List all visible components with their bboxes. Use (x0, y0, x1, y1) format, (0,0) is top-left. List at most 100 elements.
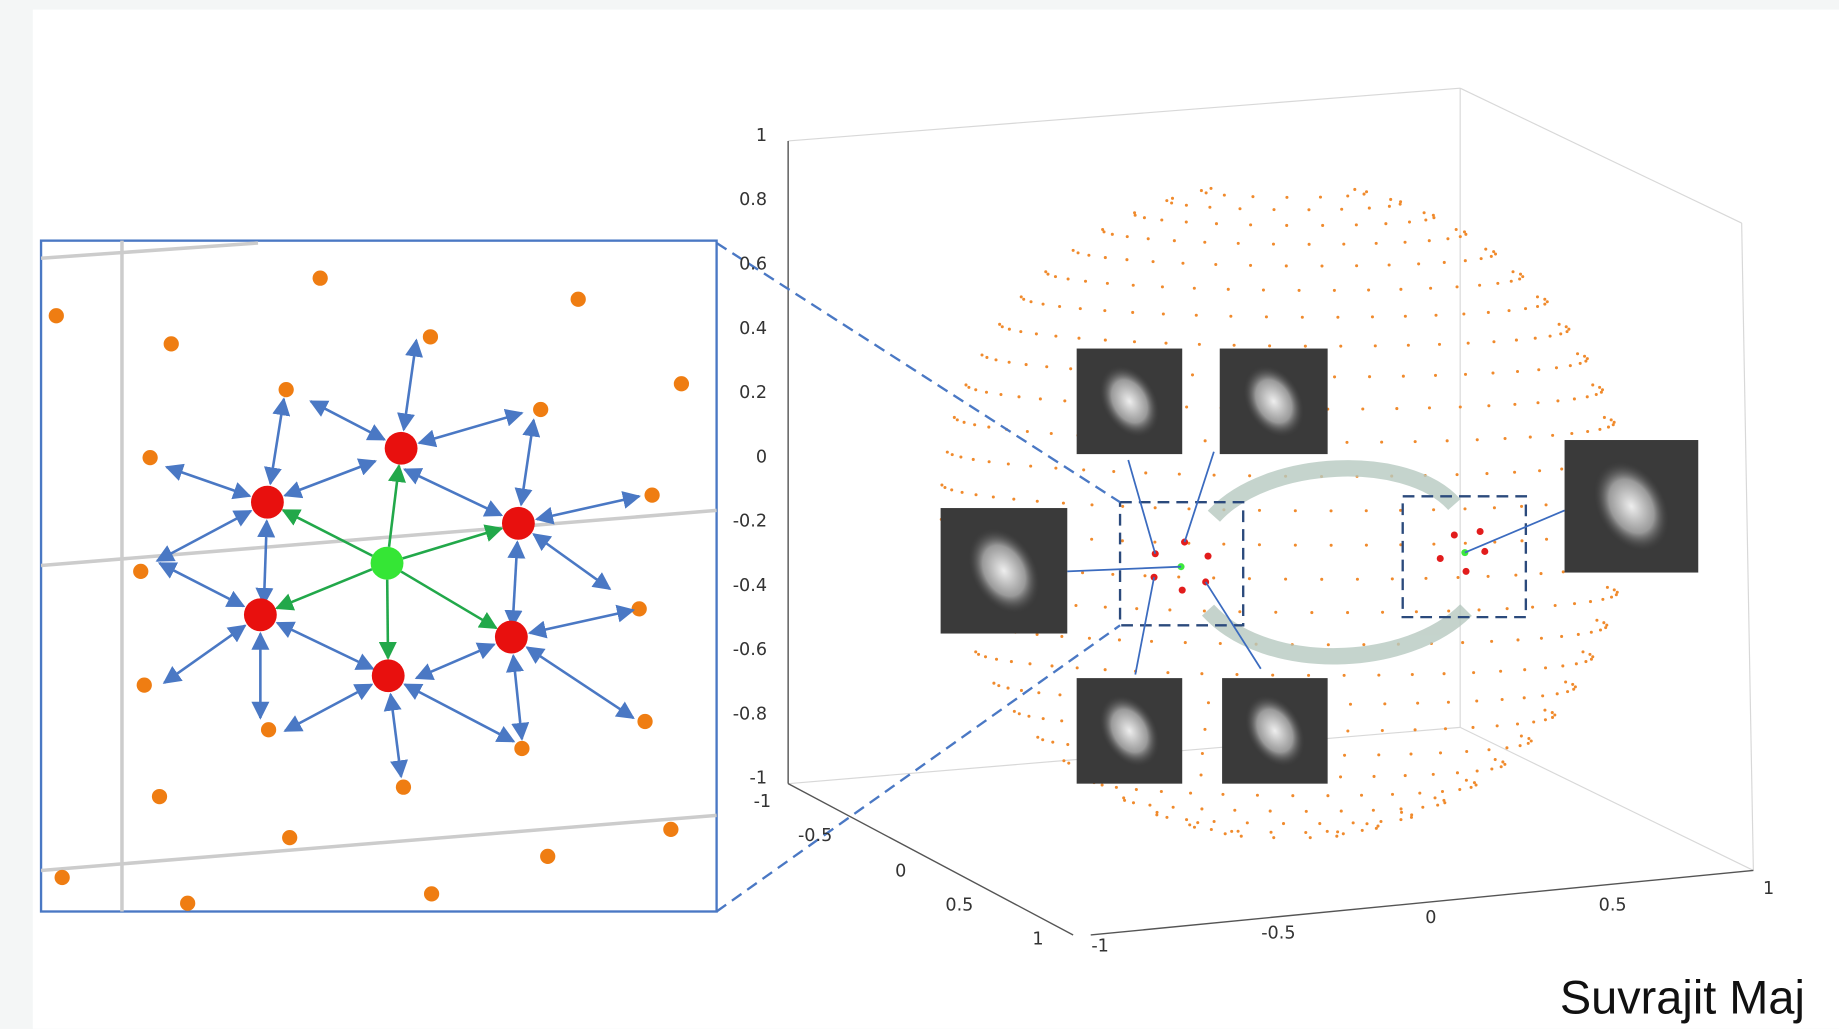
sphere-point (1026, 430, 1029, 433)
sphere-point (1478, 608, 1481, 611)
sphere-point (1020, 295, 1023, 298)
sphere-point (1076, 666, 1079, 669)
sphere-point (1464, 259, 1467, 262)
sphere-point (1305, 810, 1308, 813)
sphere-point (1326, 830, 1329, 833)
sphere-point (1434, 374, 1437, 377)
sphere-point (1238, 610, 1241, 613)
sphere-point (1499, 670, 1502, 673)
sphere-point (1544, 718, 1547, 721)
sphere-point (1233, 344, 1236, 347)
y-tick-label: 0.5 (945, 895, 973, 915)
sphere-point (1171, 197, 1174, 200)
neighbor-point (1477, 528, 1484, 535)
sphere-point (1135, 607, 1138, 610)
sphere-point (1388, 263, 1391, 266)
sphere-point (1361, 829, 1364, 832)
center-arrow (387, 580, 388, 659)
sphere-point (1540, 637, 1543, 640)
sphere-point (1271, 674, 1274, 677)
sphere-point (1464, 542, 1467, 545)
sphere-point (1591, 383, 1594, 386)
sphere-point (1343, 674, 1346, 677)
sphere-point (1189, 792, 1192, 795)
sphere-point (1365, 822, 1368, 825)
sphere-point (1282, 822, 1285, 825)
sphere-point (1274, 611, 1277, 614)
sphere-point (1524, 307, 1527, 310)
sphere-point (1484, 248, 1487, 251)
sphere-point (1410, 816, 1413, 819)
sphere-point (953, 416, 956, 419)
sphere-point (1391, 577, 1394, 580)
sphere-point (1544, 666, 1547, 669)
sphere-point (1223, 194, 1226, 197)
sphere-point (1374, 344, 1377, 347)
sphere-point (1443, 261, 1446, 264)
center-node (371, 547, 404, 580)
sphere-point (1400, 811, 1403, 814)
sphere-point (1010, 660, 1013, 663)
sphere-point (1399, 288, 1402, 291)
sphere-point (1463, 507, 1466, 510)
sphere-point (1304, 831, 1307, 834)
sphere-point (1601, 598, 1604, 601)
sphere-point (1214, 263, 1217, 266)
sphere-point (1050, 664, 1053, 667)
sphere-point (1178, 473, 1181, 476)
z-tick-label: -1 (750, 769, 768, 789)
sphere-point (1185, 204, 1188, 207)
sphere-point (1501, 760, 1504, 763)
sphere-point (1433, 796, 1436, 799)
sphere-point (1336, 316, 1339, 319)
sphere-point (1610, 418, 1613, 421)
sphere-point (1494, 758, 1497, 761)
sphere-point (1256, 794, 1259, 797)
sphere-point (1301, 316, 1304, 319)
sphere-point (1185, 818, 1188, 821)
sphere-point (1154, 506, 1157, 509)
sphere-point (1054, 275, 1057, 278)
sphere-point (1368, 207, 1371, 210)
sphere-point (1506, 607, 1509, 610)
sphere-point (1203, 609, 1206, 612)
point (644, 488, 659, 503)
sphere-point (1045, 365, 1048, 368)
sphere-point (1411, 673, 1414, 676)
sphere-point (1172, 806, 1175, 809)
sphere-point (1383, 702, 1386, 705)
sphere-point (1513, 471, 1516, 474)
sphere-point (1319, 196, 1322, 199)
sphere-point (1555, 366, 1558, 369)
sphere-point (1041, 738, 1044, 741)
sphere-point (1342, 832, 1345, 835)
sphere-point (1007, 462, 1010, 465)
sphere-point (1336, 830, 1339, 833)
neighbor-point (1481, 548, 1488, 555)
sphere-point (1464, 233, 1467, 236)
sphere-point (1219, 642, 1222, 645)
sphere-point (940, 484, 943, 487)
sphere-point (1573, 602, 1576, 605)
sphere-point (1564, 680, 1567, 683)
sphere-point (1262, 289, 1265, 292)
sphere-point (1595, 393, 1598, 396)
sphere-point (1610, 596, 1613, 599)
sphere-point (1373, 775, 1376, 778)
sphere-point (1536, 401, 1539, 404)
sphere-point (1402, 375, 1405, 378)
sphere-point (1160, 218, 1163, 221)
sphere-point (1074, 604, 1077, 607)
z-tick-label: 0 (756, 447, 767, 467)
sphere-point (1346, 611, 1349, 614)
sphere-point (1230, 830, 1233, 833)
sphere-point (1333, 375, 1336, 378)
sphere-point (980, 353, 983, 356)
sphere-point (1360, 794, 1363, 797)
sphere-point (1044, 270, 1047, 273)
sphere-point (1560, 468, 1563, 471)
sphere-point (1588, 653, 1591, 656)
sphere-point (1432, 216, 1435, 219)
sphere-point (1207, 701, 1210, 704)
sphere-point (1424, 218, 1427, 221)
